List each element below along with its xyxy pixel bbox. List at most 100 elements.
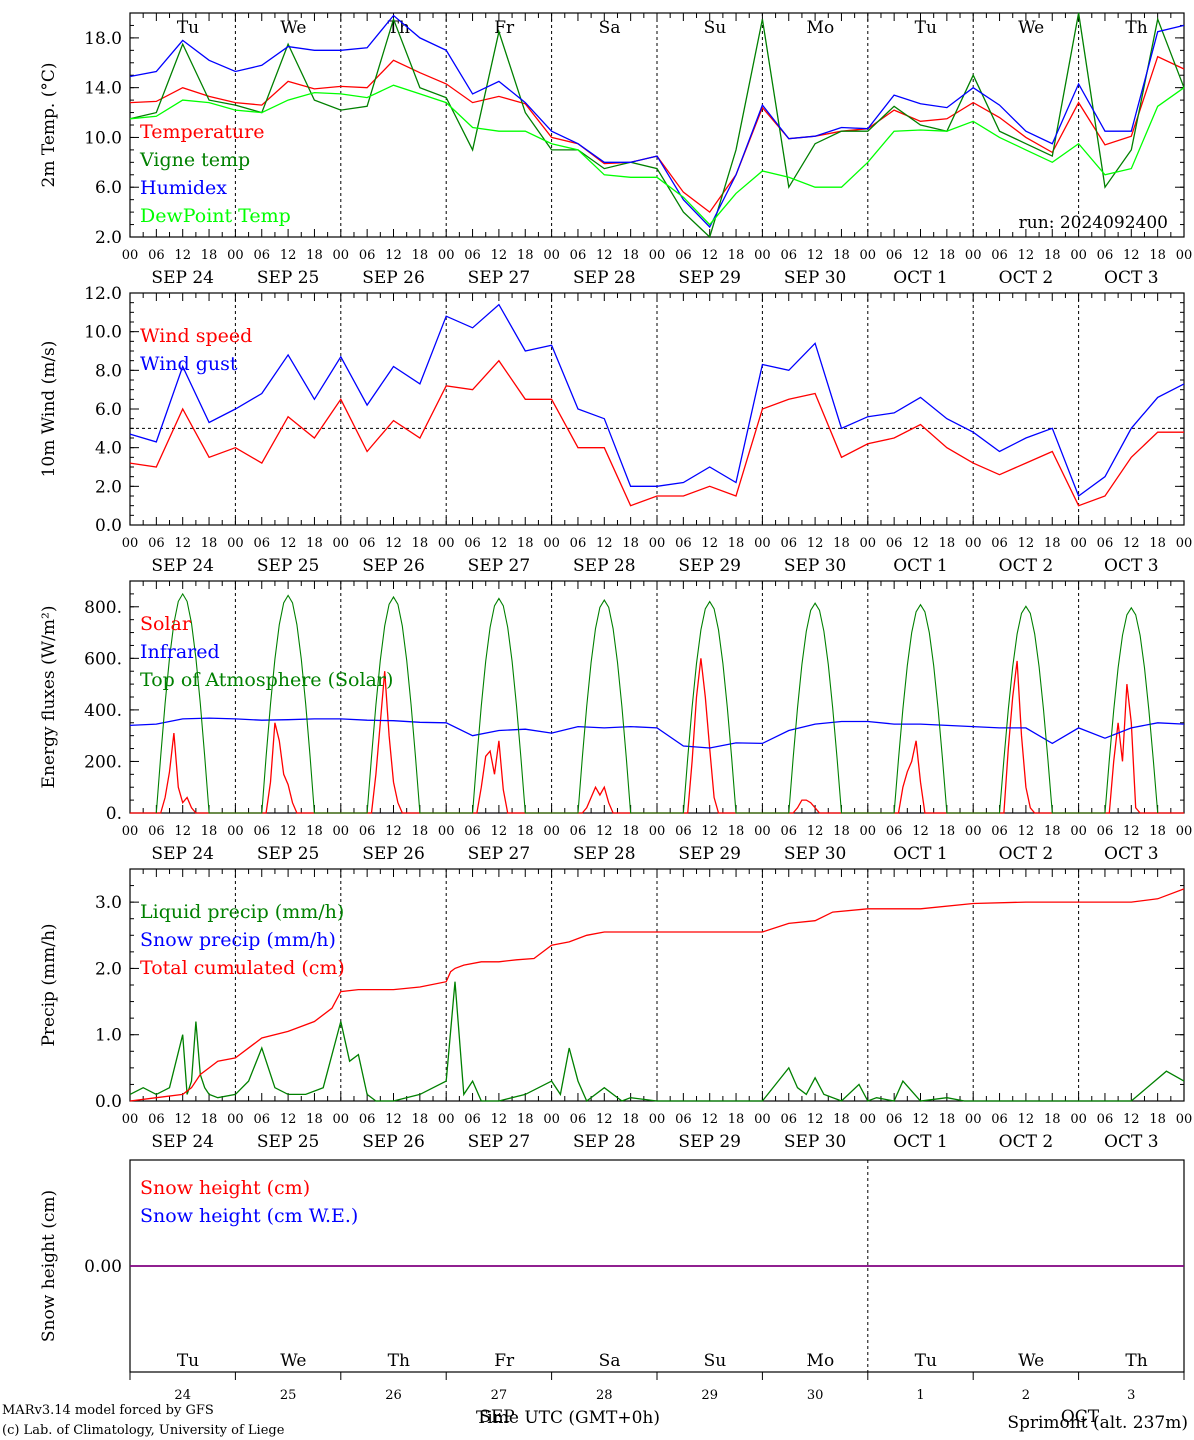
hour-label: 00 bbox=[333, 1112, 350, 1127]
y-tick-label: 2.0 bbox=[95, 228, 122, 248]
hour-label: 06 bbox=[253, 536, 270, 551]
hour-label: 12 bbox=[701, 248, 718, 263]
hour-label: 00 bbox=[754, 536, 771, 551]
day-of-week-label: Sa bbox=[599, 18, 621, 38]
hour-label: 00 bbox=[227, 1112, 244, 1127]
date-label: SEP 30 bbox=[784, 556, 847, 576]
date-label: SEP 28 bbox=[573, 556, 636, 576]
day-of-week-label: Th bbox=[388, 1351, 410, 1371]
y-tick-label: 0.0 bbox=[95, 516, 122, 536]
hour-label: 18 bbox=[517, 1112, 534, 1127]
day-number-label: 3 bbox=[1127, 1388, 1135, 1403]
series-wind-gust-line bbox=[129, 303, 1185, 498]
hour-label: 06 bbox=[570, 248, 587, 263]
legend-entry: Temperature bbox=[140, 121, 264, 143]
hour-label: 00 bbox=[333, 536, 350, 551]
date-label: OCT 3 bbox=[1104, 1132, 1159, 1152]
hour-label: 06 bbox=[359, 536, 376, 551]
legend-entry: Snow precip (mm/h) bbox=[140, 929, 336, 951]
hour-label: 18 bbox=[412, 1112, 429, 1127]
hour-label: 18 bbox=[306, 824, 323, 839]
hour-label: 12 bbox=[491, 1112, 508, 1127]
hour-label: 18 bbox=[1149, 1112, 1166, 1127]
hour-label: 12 bbox=[1018, 1112, 1035, 1127]
date-label: SEP 30 bbox=[784, 268, 847, 288]
hour-label: 00 bbox=[1070, 824, 1087, 839]
y-axis-label: Snow height (cm) bbox=[39, 1190, 59, 1342]
hour-label: 12 bbox=[280, 1112, 297, 1127]
date-label: SEP 30 bbox=[784, 1132, 847, 1152]
hour-label: 12 bbox=[1123, 248, 1140, 263]
run-label: run: 2024092400 bbox=[1019, 213, 1168, 233]
hour-label: 00 bbox=[543, 1112, 560, 1127]
hour-label: 18 bbox=[1044, 536, 1061, 551]
hour-label: 18 bbox=[939, 1112, 956, 1127]
date-label: OCT 2 bbox=[999, 1132, 1054, 1152]
hour-label: 12 bbox=[491, 536, 508, 551]
hour-label: 18 bbox=[833, 536, 850, 551]
hour-label: 12 bbox=[1123, 1112, 1140, 1127]
hour-label: 18 bbox=[1149, 824, 1166, 839]
hour-label: 18 bbox=[517, 248, 534, 263]
date-label: SEP 29 bbox=[678, 844, 741, 864]
hour-label: 12 bbox=[807, 1112, 824, 1127]
legend-entry: Snow height (cm W.E.) bbox=[140, 1205, 358, 1227]
hour-label: 18 bbox=[517, 824, 534, 839]
series-vigne-temp-line bbox=[129, 12, 1185, 239]
hour-label: 18 bbox=[622, 1112, 639, 1127]
hour-label: 18 bbox=[833, 824, 850, 839]
hour-label: 06 bbox=[253, 824, 270, 839]
legend-entry: Infrared bbox=[140, 641, 220, 663]
hour-label: 00 bbox=[227, 824, 244, 839]
hour-label: 12 bbox=[807, 248, 824, 263]
series-liquid-precip-mm-h-line bbox=[129, 981, 1185, 1103]
hour-label: 06 bbox=[359, 824, 376, 839]
y-axis-label: 10m Wind (m/s) bbox=[39, 341, 59, 478]
day-of-week-label: We bbox=[1018, 1351, 1044, 1371]
hour-label: 12 bbox=[280, 248, 297, 263]
hour-label: 12 bbox=[385, 824, 402, 839]
hour-label: 06 bbox=[570, 1112, 587, 1127]
hour-label: 12 bbox=[701, 824, 718, 839]
hour-label: 12 bbox=[701, 536, 718, 551]
date-label: SEP 26 bbox=[362, 844, 425, 864]
legend-entry: Wind speed bbox=[140, 325, 252, 347]
series-wind-speed-line bbox=[129, 359, 1184, 507]
hour-label: 12 bbox=[807, 536, 824, 551]
day-of-week-label: We bbox=[280, 1351, 306, 1371]
hour-label: 00 bbox=[1176, 536, 1193, 551]
hour-label: 12 bbox=[1123, 824, 1140, 839]
model-credit: MARv3.14 model forced by GFS bbox=[2, 1403, 214, 1418]
hour-label: 12 bbox=[385, 248, 402, 263]
y-tick-label: 10.0 bbox=[84, 323, 122, 343]
hour-label: 12 bbox=[174, 536, 191, 551]
hour-label: 06 bbox=[570, 536, 587, 551]
hour-label: 18 bbox=[833, 1112, 850, 1127]
hour-label: 06 bbox=[675, 536, 692, 551]
date-label: OCT 2 bbox=[999, 556, 1054, 576]
y-tick-label: 0.00 bbox=[84, 1257, 122, 1277]
date-label: SEP 28 bbox=[573, 844, 636, 864]
y-tick-label: 10.0 bbox=[84, 128, 122, 148]
date-label: SEP 28 bbox=[573, 268, 636, 288]
day-number-label: 24 bbox=[174, 1388, 191, 1403]
day-of-week-label: Tu bbox=[177, 18, 199, 38]
hour-label: 12 bbox=[1018, 824, 1035, 839]
hour-label: 06 bbox=[464, 536, 481, 551]
legend-entry: Wind gust bbox=[140, 353, 238, 375]
date-label: SEP 27 bbox=[468, 1132, 531, 1152]
day-of-week-label: Sa bbox=[599, 1351, 621, 1371]
hour-label: 00 bbox=[122, 824, 139, 839]
day-number-label: 29 bbox=[701, 1388, 718, 1403]
hour-label: 00 bbox=[649, 1112, 666, 1127]
hour-label: 18 bbox=[201, 1112, 218, 1127]
day-of-week-label: Mo bbox=[807, 18, 835, 38]
series-top-of-atmosphere-solar-line bbox=[155, 592, 1159, 814]
date-label: OCT 3 bbox=[1104, 844, 1159, 864]
hour-label: 18 bbox=[833, 248, 850, 263]
y-tick-label: 4.0 bbox=[95, 439, 122, 459]
hour-label: 00 bbox=[649, 536, 666, 551]
hour-label: 12 bbox=[280, 536, 297, 551]
hour-label: 00 bbox=[122, 536, 139, 551]
date-label: SEP 28 bbox=[573, 1132, 636, 1152]
